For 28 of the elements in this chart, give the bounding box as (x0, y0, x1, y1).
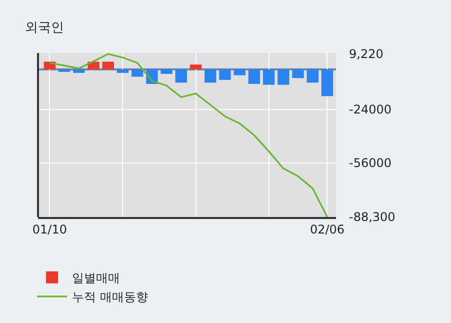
bar (219, 69, 231, 80)
bar (234, 69, 246, 76)
y-tick-label: 9,220 (349, 47, 384, 62)
bar (58, 69, 70, 72)
bar (190, 64, 202, 70)
bar (160, 69, 172, 74)
y-tick-label: -56000 (349, 156, 392, 170)
chart-title: 외국인 (24, 20, 64, 36)
y-tick-label: -24000 (349, 102, 392, 117)
legend-label: 일별매매 (72, 271, 120, 286)
line-series (48, 53, 328, 217)
y-tick-label: -88,300 (349, 210, 396, 224)
bar (204, 69, 216, 83)
bar (175, 69, 187, 83)
bar (248, 69, 260, 84)
bar (262, 69, 275, 85)
bar (306, 69, 318, 83)
bar (278, 69, 290, 85)
bar (73, 69, 85, 73)
x-tick-label: 02/06 (310, 222, 345, 236)
bar (292, 69, 304, 78)
x-tick-label: 01/10 (32, 222, 67, 236)
bar (321, 69, 334, 96)
bar (102, 62, 114, 70)
bar (44, 62, 56, 70)
bar (116, 69, 129, 73)
bar (131, 69, 144, 77)
legend-label: 누적 매매동향 (72, 290, 148, 304)
